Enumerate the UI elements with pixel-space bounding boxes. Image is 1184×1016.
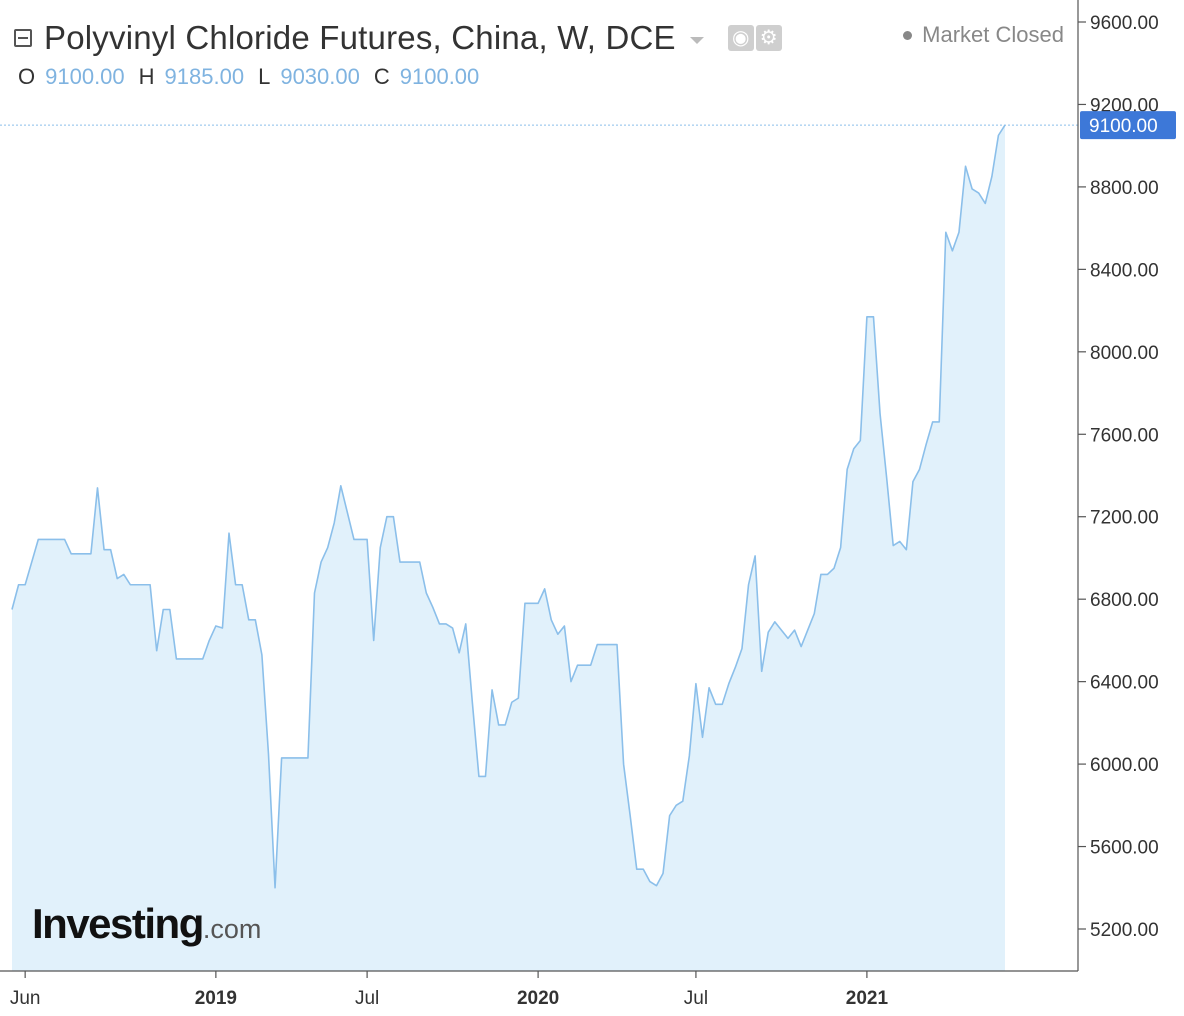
ohlc-high-key: H <box>138 64 155 89</box>
y-tick-label: 6000.00 <box>1090 755 1159 776</box>
dropdown-icon[interactable] <box>689 36 704 44</box>
x-tick-label: 2020 <box>517 988 559 1009</box>
last-price-label: 9100.00 <box>1089 116 1158 137</box>
y-tick-label: 5200.00 <box>1090 920 1159 941</box>
ohlc-close-value: 9100.00 <box>399 64 480 89</box>
x-tick-label: 2019 <box>195 988 237 1009</box>
axis-layer <box>0 0 1079 972</box>
series-line <box>11 124 1006 889</box>
y-tick-label: 9600.00 <box>1090 13 1159 34</box>
ohlc-close-key: C <box>373 64 390 89</box>
x-tick-label: Jul <box>355 988 379 1009</box>
area-layer <box>0 124 1078 971</box>
gear-icon[interactable]: ⚙ <box>755 25 782 51</box>
eye-icon[interactable]: ◉ <box>727 25 754 51</box>
y-tick-label: 5600.00 <box>1090 838 1159 859</box>
ohlc-high-value: 9185.00 <box>164 64 245 89</box>
logo-suffix-text: .com <box>202 914 262 944</box>
ohlc-open-value: 9100.00 <box>45 64 125 89</box>
y-tick-label: 7200.00 <box>1090 508 1159 529</box>
ohlc-legend: O 9100.00 H 9185.00 L 9030.00 C 9100.00 <box>18 64 483 90</box>
x-tick-label: Jun <box>10 988 41 1009</box>
investing-logo: Investing .com <box>32 900 261 948</box>
x-tick-label: Jul <box>684 988 708 1009</box>
series-area-fill <box>12 125 1005 971</box>
last-price-tag <box>1080 111 1176 140</box>
ohlc-low-value: 9030.00 <box>280 64 360 89</box>
y-tick-label: 8000.00 <box>1090 343 1159 364</box>
collapse-icon[interactable] <box>14 29 32 47</box>
y-tick-label: 6400.00 <box>1090 673 1159 694</box>
y-tick-label: 8400.00 <box>1090 260 1159 281</box>
y-tick-label: 7600.00 <box>1090 425 1159 446</box>
ohlc-low-key: L <box>258 64 271 89</box>
chart-title: Polyvinyl Chloride Futures, China, W, DC… <box>44 19 676 56</box>
market-status: Market Closed <box>903 22 1064 48</box>
market-status-label: Market Closed <box>922 22 1064 47</box>
status-dot-icon <box>903 30 913 40</box>
y-tick-label: 8800.00 <box>1090 178 1159 199</box>
x-tick-label: 2021 <box>846 988 889 1009</box>
ohlc-open-key: O <box>18 64 36 89</box>
logo-main-text: Investing <box>32 900 204 947</box>
tick-layer: 5200.00 5600.00 6000.00 6400.00 6800.00 7200.… <box>10 13 1176 1009</box>
y-tick-label: 6800.00 <box>1090 590 1159 611</box>
chart-header: Polyvinyl Chloride Futures, China, W, DC… <box>14 16 782 60</box>
